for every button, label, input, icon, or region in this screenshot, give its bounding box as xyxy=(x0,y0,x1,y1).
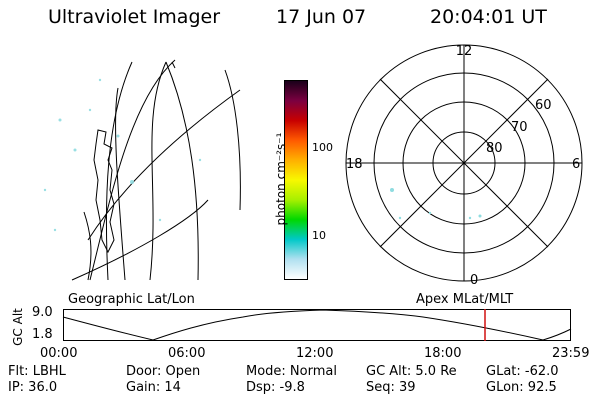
date-label: 17 Jun 07 xyxy=(276,6,367,28)
altitude-tick-9: 9.0 xyxy=(32,305,53,320)
altitude-curve xyxy=(62,309,572,341)
geo-coastline xyxy=(171,61,176,69)
polar-meridian xyxy=(379,78,549,248)
aurora-speck xyxy=(158,218,162,222)
mlt-label-0: 0 xyxy=(470,273,478,288)
altitude-xtick-0000: 00:00 xyxy=(40,346,78,361)
colorbar-unit-label: photon cm⁻²s⁻¹ xyxy=(274,132,288,226)
altitude-xtick-2359: 23:59 xyxy=(552,346,590,361)
polar-plot: 12 18 6 0 60 70 80 xyxy=(345,44,583,288)
altitude-ylabel: GC Alt xyxy=(11,308,25,346)
aurora-speck xyxy=(390,188,394,192)
altitude-frame xyxy=(63,309,571,341)
footer-glon: GLon: 92.5 xyxy=(486,380,557,395)
aurora-speck xyxy=(116,134,120,138)
geo-grid-line xyxy=(115,87,126,281)
footer-filter: Flt: LBHL xyxy=(8,364,66,379)
time-label: 20:04:01 UT xyxy=(430,6,547,28)
altitude-xtick-1800: 18:00 xyxy=(424,346,462,361)
polar-panel-label: Apex MLat/MLT xyxy=(416,292,514,307)
footer-door: Door: Open xyxy=(126,364,201,379)
mlt-label-18: 18 xyxy=(346,157,363,172)
lat-label-80: 80 xyxy=(486,141,503,156)
footer-mode: Mode: Normal xyxy=(246,364,337,379)
geo-coastline xyxy=(93,129,115,254)
lat-label-60: 60 xyxy=(535,98,552,113)
footer-gain: Gain: 14 xyxy=(126,380,181,395)
geographic-map xyxy=(43,59,241,281)
colorbar xyxy=(284,80,308,280)
aurora-speck xyxy=(398,216,402,220)
aurora-speck xyxy=(88,108,92,112)
aurora-speck xyxy=(428,211,432,215)
altitude-tick-1-8: 1.8 xyxy=(32,327,53,342)
geo-coastline xyxy=(83,211,92,281)
aurora-speck xyxy=(478,214,482,218)
aurora-speck xyxy=(58,118,62,122)
aurora-speck xyxy=(198,158,202,162)
instrument-title: Ultraviolet Imager xyxy=(48,6,221,28)
geo-grid-line xyxy=(71,199,209,281)
mlt-label-12: 12 xyxy=(456,44,473,59)
aurora-speck xyxy=(98,78,102,82)
colorbar-tick-10: 10 xyxy=(312,229,326,242)
footer-glat: GLat: -62.0 xyxy=(486,364,559,379)
aurora-speck xyxy=(130,180,134,184)
aurora-speck xyxy=(468,216,472,220)
aurora-speck xyxy=(53,228,57,232)
lat-label-70: 70 xyxy=(511,120,528,135)
geo-panel-label: Geographic Lat/Lon xyxy=(68,292,195,307)
geo-grid-line xyxy=(224,69,241,211)
footer-ip: IP: 36.0 xyxy=(8,380,58,395)
geo-grid-line xyxy=(165,61,199,281)
footer-gc-alt: GC Alt: 5.0 Re xyxy=(366,364,457,379)
footer-dsp: Dsp: -9.8 xyxy=(246,380,305,395)
altitude-xtick-1200: 12:00 xyxy=(296,346,334,361)
mlt-label-6: 6 xyxy=(572,157,580,172)
altitude-xtick-0600: 06:00 xyxy=(168,346,206,361)
aurora-speck xyxy=(73,148,77,152)
colorbar-tick-100: 100 xyxy=(312,141,333,154)
aurora-speck xyxy=(43,188,47,192)
altitude-plot xyxy=(62,309,572,341)
footer-seq: Seq: 39 xyxy=(366,380,416,395)
geo-grid-line xyxy=(149,61,167,281)
geo-grid-line xyxy=(89,59,176,281)
